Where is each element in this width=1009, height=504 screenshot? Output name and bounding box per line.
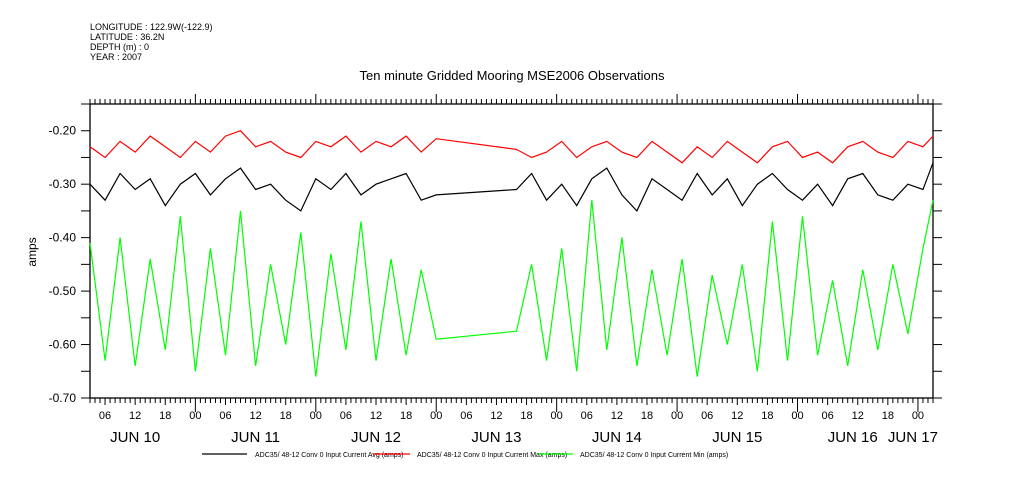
x-hour-label: 00 xyxy=(189,410,201,422)
legend-item-max: ADC35/ 48-12 Conv 0 Input Current Max (a… xyxy=(373,452,567,459)
x-hour-label: 18 xyxy=(159,410,171,422)
x-day-label: JUN 11 xyxy=(231,429,280,446)
metadata-header: LONGITUDE : 122.9W(-122.9) LATITUDE : 36… xyxy=(90,22,213,62)
x-hour-label: 18 xyxy=(761,410,773,422)
x-hour-label: 06 xyxy=(340,410,352,422)
x-day-label: JUN 12 xyxy=(351,429,401,446)
x-hour-label: 18 xyxy=(280,410,292,422)
x-day-label: JUN 10 xyxy=(110,429,160,446)
y-tick-label: -0.20 xyxy=(49,124,77,138)
x-hour-label: 18 xyxy=(520,410,532,422)
x-day-label: JUN 15 xyxy=(712,429,762,446)
x-hour-label: 18 xyxy=(882,410,894,422)
x-hour-label: 06 xyxy=(99,410,111,422)
x-hour-label: 00 xyxy=(551,410,563,422)
x-hour-label: 12 xyxy=(731,410,743,422)
legend-label: ADC35/ 48-12 Conv 0 Input Current Min (a… xyxy=(580,452,728,459)
axes: -0.20 -0.30 -0.40 -0.50 -0.60 -0.70 06 12 18 00 06… xyxy=(49,94,942,446)
x-hour-label: 06 xyxy=(219,410,231,422)
series-line-max xyxy=(89,130,934,164)
x-hour-label: 12 xyxy=(490,410,502,422)
x-hour-label: 06 xyxy=(460,410,472,422)
x-hour-label: 18 xyxy=(641,410,653,422)
y-tick-label: -0.30 xyxy=(49,177,77,191)
x-hour-label: 12 xyxy=(370,410,382,422)
legend-item-min: ADC35/ 48-12 Conv 0 Input Current Min (a… xyxy=(538,452,728,459)
y-tick-label: -0.60 xyxy=(49,338,77,352)
x-day-label: JUN 17 xyxy=(888,429,938,446)
y-tick-label: -0.40 xyxy=(49,231,77,245)
depth-label: DEPTH (m) : 0 xyxy=(90,42,149,52)
x-hour-label: 00 xyxy=(791,410,803,422)
x-hour-label: 12 xyxy=(611,410,623,422)
year-label: YEAR : 2007 xyxy=(90,52,142,62)
x-day-label: JUN 13 xyxy=(471,429,521,446)
x-hour-label: 06 xyxy=(701,410,713,422)
legend-label: ADC35/ 48-12 Conv 0 Input Current Max (a… xyxy=(417,452,567,459)
x-day-label: JUN 16 xyxy=(828,429,878,446)
x-hour-label: 00 xyxy=(430,410,442,422)
series-line-avg xyxy=(89,162,934,212)
x-hour-label: 12 xyxy=(852,410,864,422)
x-hour-label: 12 xyxy=(129,410,141,422)
chart-title: Ten minute Gridded Mooring MSE2006 Obser… xyxy=(360,68,665,83)
y-axis-label: amps xyxy=(25,237,39,266)
series-lines xyxy=(89,130,934,377)
legend-item-avg: ADC35/ 48-12 Conv 0 Input Current Avg (a… xyxy=(202,452,404,459)
x-hour-label: 00 xyxy=(671,410,683,422)
x-hour-label: 06 xyxy=(822,410,834,422)
x-hour-label: 12 xyxy=(249,410,261,422)
series-line-min xyxy=(89,200,934,377)
longitude-label: LONGITUDE : 122.9W(-122.9) xyxy=(90,22,213,32)
x-hour-label: 06 xyxy=(581,410,593,422)
y-tick-label: -0.70 xyxy=(49,391,77,405)
x-hour-label: 00 xyxy=(310,410,322,422)
latitude-label: LATITUDE : 36.2N xyxy=(90,32,164,42)
legend: ADC35/ 48-12 Conv 0 Input Current Avg (a… xyxy=(202,452,728,459)
x-hour-label: 00 xyxy=(912,410,924,422)
legend-label: ADC35/ 48-12 Conv 0 Input Current Avg (a… xyxy=(255,452,404,459)
x-day-label: JUN 14 xyxy=(592,429,642,446)
y-tick-label: -0.50 xyxy=(49,284,77,298)
x-hour-label: 18 xyxy=(400,410,412,422)
